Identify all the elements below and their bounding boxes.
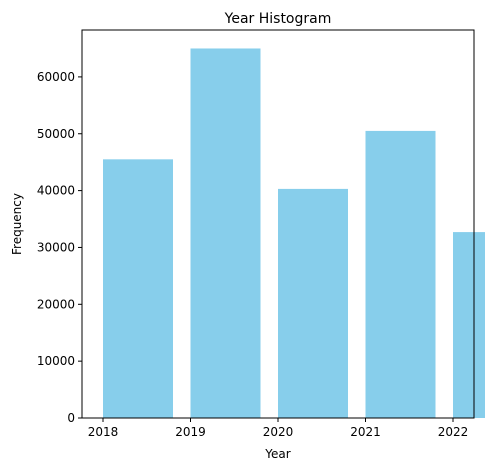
y-tick-label: 10000 — [37, 354, 75, 368]
x-tick-label: 2021 — [350, 425, 381, 439]
bar-1 — [190, 48, 261, 418]
y-tick-label: 20000 — [37, 297, 75, 311]
x-tick-label: 2019 — [175, 425, 206, 439]
x-tick-label: 2022 — [438, 425, 469, 439]
y-tick-label: 0 — [67, 411, 75, 425]
y-tick-label: 40000 — [37, 184, 75, 198]
y-tick-label: 60000 — [37, 70, 75, 84]
x-axis: 2018 2019 2020 2021 2022 — [88, 418, 469, 439]
chart-title: Year Histogram — [224, 11, 332, 27]
x-tick-label: 2018 — [88, 425, 119, 439]
y-tick-label: 50000 — [37, 127, 75, 141]
x-tick-label: 2020 — [263, 425, 294, 439]
bar-2 — [278, 188, 348, 418]
y-axis: 0 10000 20000 30000 40000 50000 60000 — [37, 70, 82, 425]
x-axis-label: Year — [264, 447, 290, 461]
bars-layer — [103, 48, 485, 418]
y-tick-label: 30000 — [37, 240, 75, 254]
bar-0 — [103, 159, 173, 418]
bar-3 — [365, 130, 436, 418]
bar-4 — [453, 232, 485, 418]
y-axis-label: Frequency — [10, 193, 24, 255]
